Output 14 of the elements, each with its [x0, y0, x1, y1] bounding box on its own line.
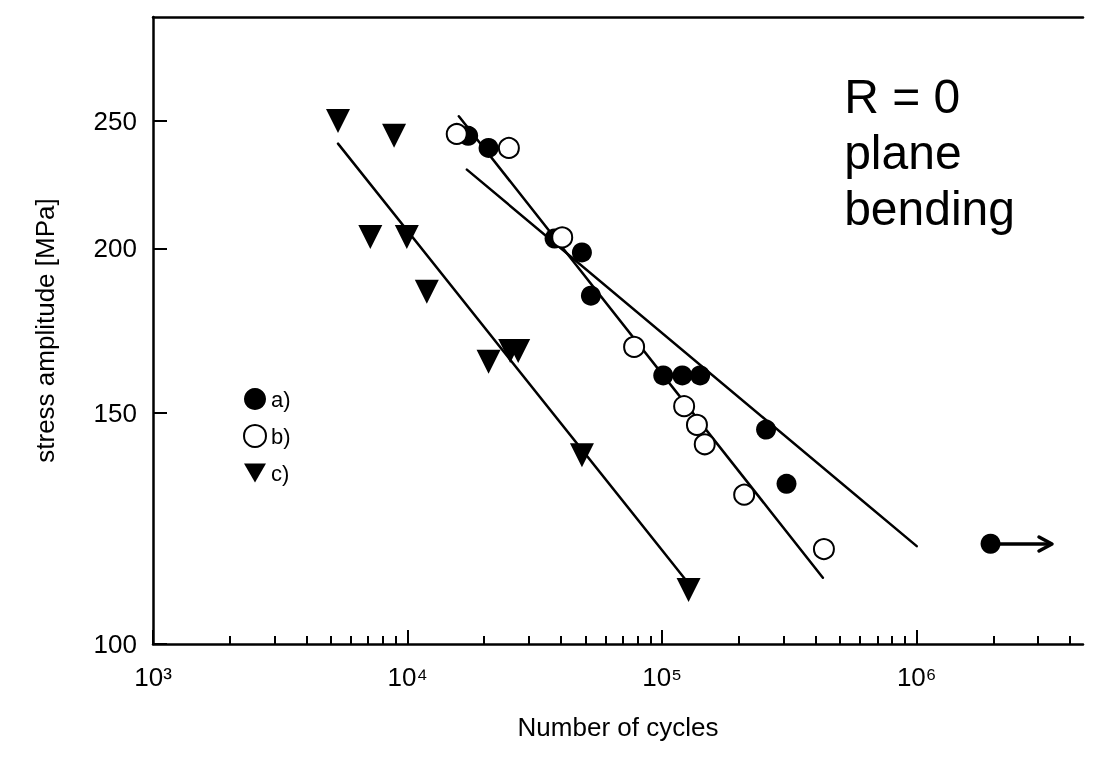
x-axis-title: Number of cycles [517, 712, 719, 742]
y-tick-label: 250 [93, 106, 137, 137]
x-tick-label: 10⁴ [387, 662, 428, 692]
y-axis-title: stress amplitude [MPa] [30, 198, 60, 463]
legend-label: b) [271, 423, 291, 449]
y-tick-label: 200 [93, 233, 137, 264]
x-tick-label: 10⁵ [642, 662, 682, 692]
legend-label: a) [271, 386, 291, 412]
x-tick-label: 10³ [134, 662, 173, 692]
y-tick-label: 150 [93, 397, 137, 428]
x-tick-label: 10⁶ [896, 662, 937, 692]
y-tick-label: 100 [93, 629, 137, 659]
annotation: R = 0 plane bending [844, 69, 1016, 235]
legend-label: c) [271, 460, 290, 486]
